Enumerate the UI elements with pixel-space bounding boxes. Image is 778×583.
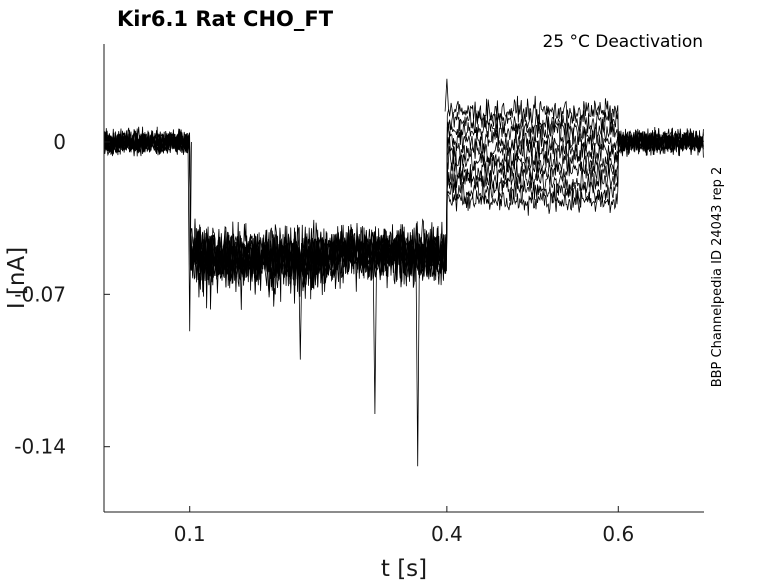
y-axis-ticks: 0 -0.07 -0.14 [14, 130, 110, 459]
y-tick-label: 0 [53, 130, 66, 154]
sweep-trace [103, 95, 704, 289]
transient-spike [187, 141, 192, 332]
channelpedia-id-label: BBP Channelpedia ID 24043 rep 2 [710, 167, 725, 388]
transient-spike [298, 255, 303, 360]
y-tick-label: -0.07 [14, 282, 66, 306]
x-tick-label: 0.4 [431, 522, 463, 546]
y-axis-label: I [nA] [4, 247, 30, 309]
transient-spike [372, 255, 377, 415]
chart-title: Kir6.1 Rat CHO_FT [117, 7, 334, 31]
y-tick-label: -0.14 [14, 435, 66, 459]
transient-spike [415, 255, 420, 467]
x-tick-label: 0.1 [174, 522, 206, 546]
condition-annotation: 25 °C Deactivation [542, 32, 703, 52]
x-axis-label: t [s] [381, 556, 427, 582]
x-tick-label: 0.6 [602, 522, 634, 546]
x-axis-ticks: 0.1 0.4 0.6 [174, 506, 634, 546]
transient-spike [444, 78, 449, 112]
sweep-traces [103, 78, 704, 467]
